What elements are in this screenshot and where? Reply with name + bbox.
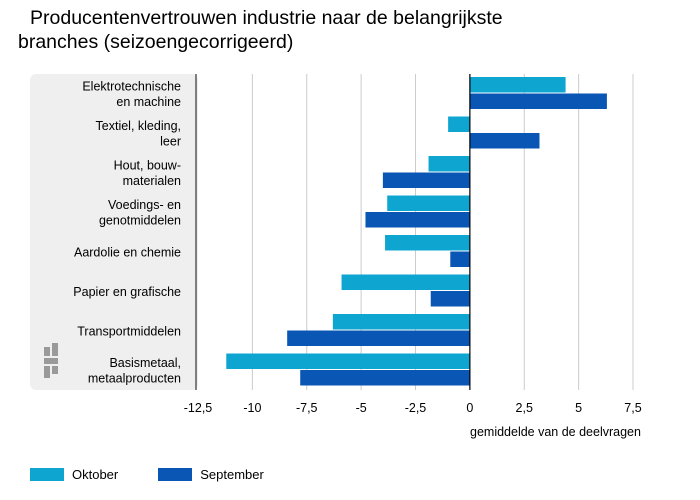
bar-oktober <box>469 77 566 93</box>
bar-oktober <box>385 235 470 251</box>
x-axis-title: gemiddelde van de deelvragen <box>470 425 641 439</box>
bar-oktober <box>387 195 470 211</box>
x-tick-label: -2,5 <box>405 401 427 415</box>
bar-september <box>430 291 470 307</box>
bar-september <box>450 251 470 267</box>
category-label: Hout, bouw-materialen <box>114 159 181 189</box>
category-panel <box>30 74 198 390</box>
category-label: Basismetaal, metaalproducten <box>88 356 181 386</box>
x-tick-label: -5 <box>356 401 367 415</box>
legend-label-oktober: Oktober <box>72 467 119 482</box>
x-tick-label: -10 <box>243 401 261 415</box>
bar-september <box>365 212 470 228</box>
x-tick-label: 0 <box>466 401 473 415</box>
x-tick-label: -12,5 <box>184 401 213 415</box>
bar-oktober <box>226 353 470 369</box>
category-label: Textiel, kleding, leer <box>96 119 181 149</box>
category-label: Papier en grafische <box>73 285 181 299</box>
x-tick-label: 5 <box>575 401 582 415</box>
chart-title-line-2: branches (seizoengecorrigeerd) <box>18 31 294 53</box>
cbs-logo-icon <box>44 343 58 378</box>
bar-oktober <box>332 314 470 330</box>
bar-september <box>300 370 470 386</box>
bar-series <box>226 77 607 386</box>
legend-label-september: September <box>200 467 264 482</box>
bar-oktober <box>428 156 470 172</box>
category-label: Voedings- en genotmiddelen <box>99 198 181 228</box>
bar-oktober <box>448 116 470 132</box>
legend-swatch-september <box>158 468 193 481</box>
x-tick-label: 2,5 <box>516 401 533 415</box>
bar-september <box>469 133 540 149</box>
category-label: Elektrotechnische en machine <box>82 80 181 110</box>
bar-chart: Elektrotechnische en machine Textiel, kled… <box>30 74 642 439</box>
bar-september <box>287 330 470 346</box>
category-label: Aardolie en chemie <box>74 245 181 259</box>
x-tick-label: 7,5 <box>624 401 641 415</box>
legend-item-oktober: Oktober <box>30 467 118 482</box>
x-tick-labels: -12,5 -10 -7,5 -5 -2,5 0 2,5 5 7,5 <box>184 401 642 415</box>
legend-item-september: September <box>158 467 264 482</box>
category-label: Transportmiddelen <box>77 324 181 338</box>
chart-title: Producentenvertrouwen industrie naar de … <box>18 6 578 54</box>
bar-september <box>382 172 470 188</box>
category-labels: Elektrotechnische en machine Textiel, kled… <box>73 80 181 386</box>
chart-title-line-1: Producentenvertrouwen industrie naar de … <box>30 7 503 29</box>
x-tick-label: -7,5 <box>296 401 318 415</box>
legend-swatch-oktober <box>30 468 64 481</box>
bar-oktober <box>341 274 470 290</box>
legend: Oktober September <box>30 467 304 482</box>
bar-september <box>469 93 607 109</box>
